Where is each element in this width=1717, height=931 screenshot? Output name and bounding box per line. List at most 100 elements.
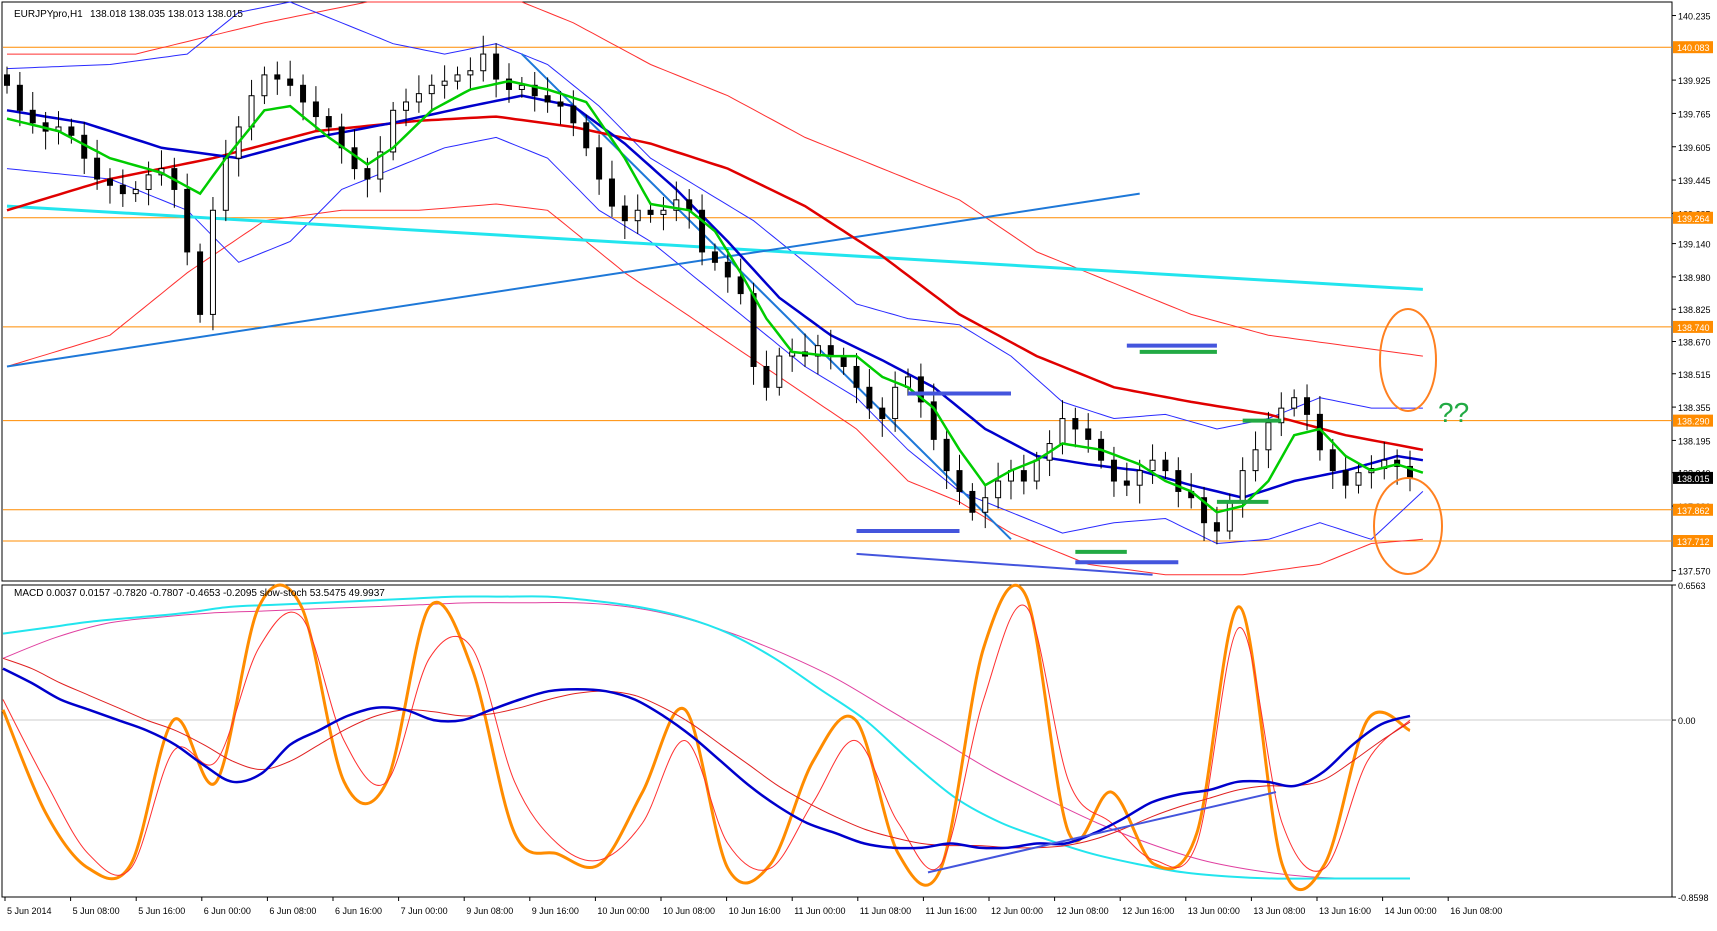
candle-body xyxy=(390,109,397,153)
price-panel-frame xyxy=(1,1,1673,582)
candle-body xyxy=(1213,522,1220,532)
candle-body xyxy=(1072,418,1079,430)
time-tick-label: 16 Jun 08:00 xyxy=(1450,906,1502,916)
level-tag-label: 138.290 xyxy=(1677,417,1710,427)
candle-body xyxy=(866,386,873,409)
symbol-caption: EURJPYpro,H1 xyxy=(14,9,83,20)
price-tick-label: 138.355 xyxy=(1678,403,1711,413)
time-tick-label: 5 Jun 08:00 xyxy=(73,906,120,916)
level-tag-label: 138.740 xyxy=(1677,323,1710,333)
price-tick-label: 138.825 xyxy=(1678,305,1711,315)
candle-body xyxy=(1162,459,1169,472)
candle-body xyxy=(467,70,474,76)
candle-body xyxy=(544,95,551,103)
candle-body xyxy=(493,53,500,80)
candle-body xyxy=(184,188,191,253)
candle-body xyxy=(94,157,101,180)
candle-body xyxy=(596,147,603,180)
candle-body xyxy=(982,497,989,513)
time-tick-label: 6 Jun 08:00 xyxy=(269,906,316,916)
time-tick-label: 12 Jun 16:00 xyxy=(1122,906,1174,916)
highlight-circle-lower xyxy=(1373,477,1443,575)
slow-stoch-d-line xyxy=(2,604,1411,876)
candle-body xyxy=(634,209,641,222)
time-tick-label: 12 Jun 08:00 xyxy=(1057,906,1109,916)
level-tag xyxy=(1673,414,1713,427)
candle-body xyxy=(557,101,564,107)
candle-body xyxy=(1085,428,1092,440)
time-tick-label: 13 Jun 08:00 xyxy=(1253,906,1305,916)
indicator-panel[interactable] xyxy=(1,583,1673,898)
candle-body xyxy=(132,188,139,195)
candle-body xyxy=(1123,480,1130,486)
price-tick-label: 139.445 xyxy=(1678,176,1711,186)
price-panel[interactable] xyxy=(1,1,1673,582)
candle-body xyxy=(68,126,75,136)
candle-body xyxy=(441,80,448,86)
time-tick-label: 9 Jun 16:00 xyxy=(532,906,579,916)
fast-ma-line xyxy=(6,79,1424,514)
time-tick-label: 13 Jun 16:00 xyxy=(1319,906,1371,916)
candle-body xyxy=(1304,397,1311,415)
time-tick-label: 11 Jun 00:00 xyxy=(794,906,845,916)
candle-body xyxy=(621,205,628,222)
candle-body xyxy=(1265,422,1272,451)
candle-body xyxy=(119,184,126,195)
indicator-tick-label: 0.6563 xyxy=(1678,581,1706,591)
candle-body xyxy=(415,93,422,103)
candle-body xyxy=(480,53,487,72)
candle-body xyxy=(16,84,23,111)
candle-body xyxy=(1110,459,1117,482)
price-tick-label: 139.605 xyxy=(1678,143,1711,153)
time-tick-label: 10 Jun 08:00 xyxy=(663,906,715,916)
candle-body xyxy=(686,199,693,211)
candle-body xyxy=(930,401,937,440)
candle-body xyxy=(377,151,384,180)
time-tick-label: 10 Jun 16:00 xyxy=(729,906,781,916)
price-tick-label: 138.980 xyxy=(1678,273,1711,283)
candle-body xyxy=(1278,407,1285,424)
macd-divergence-line xyxy=(927,791,1277,874)
highlight-circle-upper xyxy=(1379,308,1437,412)
bollinger-upper-line xyxy=(6,1,1423,430)
level-tag xyxy=(1673,503,1713,516)
time-tick-label: 13 Jun 00:00 xyxy=(1188,906,1240,916)
time-tick-label: 6 Jun 00:00 xyxy=(204,906,251,916)
level-tag xyxy=(1673,320,1713,333)
time-tick-label: 9 Jun 08:00 xyxy=(466,906,513,916)
candle-body xyxy=(351,147,358,170)
price-tick-label: 138.195 xyxy=(1678,436,1711,446)
candle-body xyxy=(750,293,757,367)
indicator-tick-label: 0.00 xyxy=(1678,716,1696,726)
candle-body xyxy=(724,261,731,278)
level-tag-label: 139.264 xyxy=(1677,214,1710,224)
candle-body xyxy=(209,209,216,315)
candle-body xyxy=(106,178,113,186)
bollinger-lower-line xyxy=(6,136,1424,545)
price-tick-label: 139.765 xyxy=(1678,109,1711,119)
time-tick-label: 7 Jun 00:00 xyxy=(401,906,448,916)
candle-body xyxy=(197,251,204,315)
candle-body xyxy=(995,480,1002,499)
candle-body xyxy=(1175,470,1182,492)
candle-body xyxy=(647,209,654,215)
level-tag xyxy=(1673,211,1713,224)
candle-body xyxy=(1059,418,1066,445)
candle-body xyxy=(943,438,950,472)
candle-body xyxy=(776,355,783,388)
slow-ma-line xyxy=(6,115,1424,452)
level-tag-label: 140.083 xyxy=(1677,43,1710,53)
candle-body xyxy=(1033,459,1040,482)
candle-body xyxy=(325,116,332,128)
level-tag xyxy=(1673,41,1713,54)
indicator-tick-label: -0.8598 xyxy=(1678,893,1709,903)
price-tick-label: 138.670 xyxy=(1678,337,1711,347)
candle-body xyxy=(300,84,307,103)
time-tick-label: 5 Jun 16:00 xyxy=(138,906,185,916)
candle-body xyxy=(222,157,229,211)
candle-body xyxy=(879,407,886,420)
slow-stoch-k-line xyxy=(1,583,1411,892)
candle-body xyxy=(827,345,834,357)
